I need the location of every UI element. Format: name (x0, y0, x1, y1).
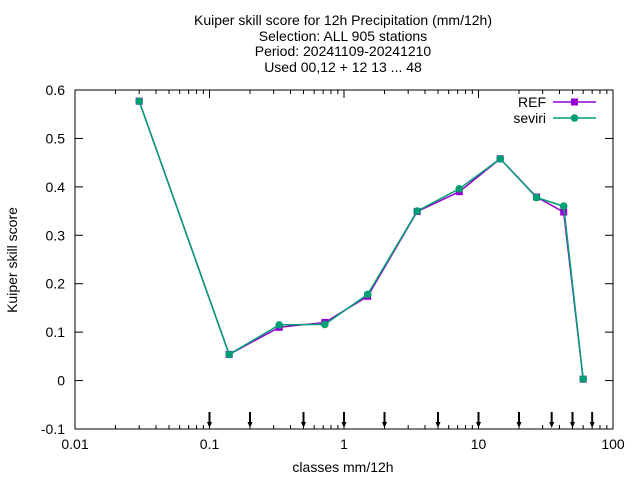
y-tick-label: -0.1 (41, 421, 65, 437)
point-seviri (496, 154, 505, 163)
series-line-seviri (138, 100, 584, 380)
x-tick-label: 100 (601, 436, 625, 452)
title-line-1: Kuiper skill score for 12h Precipitation… (194, 12, 492, 28)
x-tick-label: 1 (340, 436, 348, 452)
y-axis-label: Kuiper skill score (4, 207, 20, 313)
series-group (135, 97, 587, 383)
title-line-3: Period: 20241109-20241210 (255, 43, 432, 59)
point-seviri (135, 97, 143, 105)
threshold-marker (549, 412, 555, 428)
y-tick-label: 0.2 (46, 276, 66, 292)
threshold-marker (589, 412, 595, 428)
legend-item-ref: REF (518, 94, 596, 110)
x-tick-label: 0.01 (61, 436, 88, 452)
x-axis-label: classes mm/12h (292, 459, 393, 475)
y-tick-label: 0.5 (46, 130, 66, 146)
point-seviri (363, 290, 372, 299)
point-seviri (413, 207, 421, 215)
point-seviri (579, 375, 587, 383)
legend-label-seviri: seviri (513, 110, 546, 126)
legend-label-ref: REF (518, 94, 546, 110)
point-seviri (559, 202, 568, 211)
x-tick-label: 10 (471, 436, 487, 452)
x-tick-label: 0.1 (200, 436, 220, 452)
point-seviri (321, 320, 329, 329)
threshold-marker (381, 412, 387, 428)
threshold-marker (301, 412, 307, 428)
plot-frame (74, 89, 614, 430)
title-line-4: Used 00,12 + 12 13 ... 48 (264, 59, 422, 75)
class-threshold-markers (207, 412, 595, 428)
legend-item-seviri: seviri (513, 110, 596, 126)
threshold-marker (435, 412, 441, 428)
y-tick-label: 0.3 (46, 227, 66, 243)
legend-marker-seviri (570, 114, 579, 122)
threshold-marker (341, 412, 347, 428)
y-tick-label: 0.6 (46, 82, 66, 98)
series-line-ref (138, 100, 584, 380)
threshold-marker (570, 412, 576, 428)
point-seviri (532, 193, 541, 202)
threshold-marker (476, 412, 481, 428)
point-seviri (275, 321, 284, 329)
point-seviri (225, 350, 233, 359)
legend-marker-ref (571, 98, 578, 106)
y-tick-label: 0.1 (46, 324, 66, 340)
threshold-marker (516, 412, 522, 428)
y-axis: -0.1 0 0.1 0.2 0.3 0.4 0.5 0.6 (41, 82, 613, 437)
title-line-2: Selection: ALL 905 stations (259, 28, 427, 44)
y-tick-label: 0.4 (46, 179, 66, 195)
threshold-marker (207, 412, 212, 428)
threshold-marker (247, 412, 253, 428)
chart-title: Kuiper skill score for 12h Precipitation… (194, 12, 492, 75)
point-seviri (455, 184, 464, 193)
x-axis: 0.01 0.1 1 10 100 (61, 90, 625, 452)
y-tick-label: 0 (57, 373, 65, 389)
